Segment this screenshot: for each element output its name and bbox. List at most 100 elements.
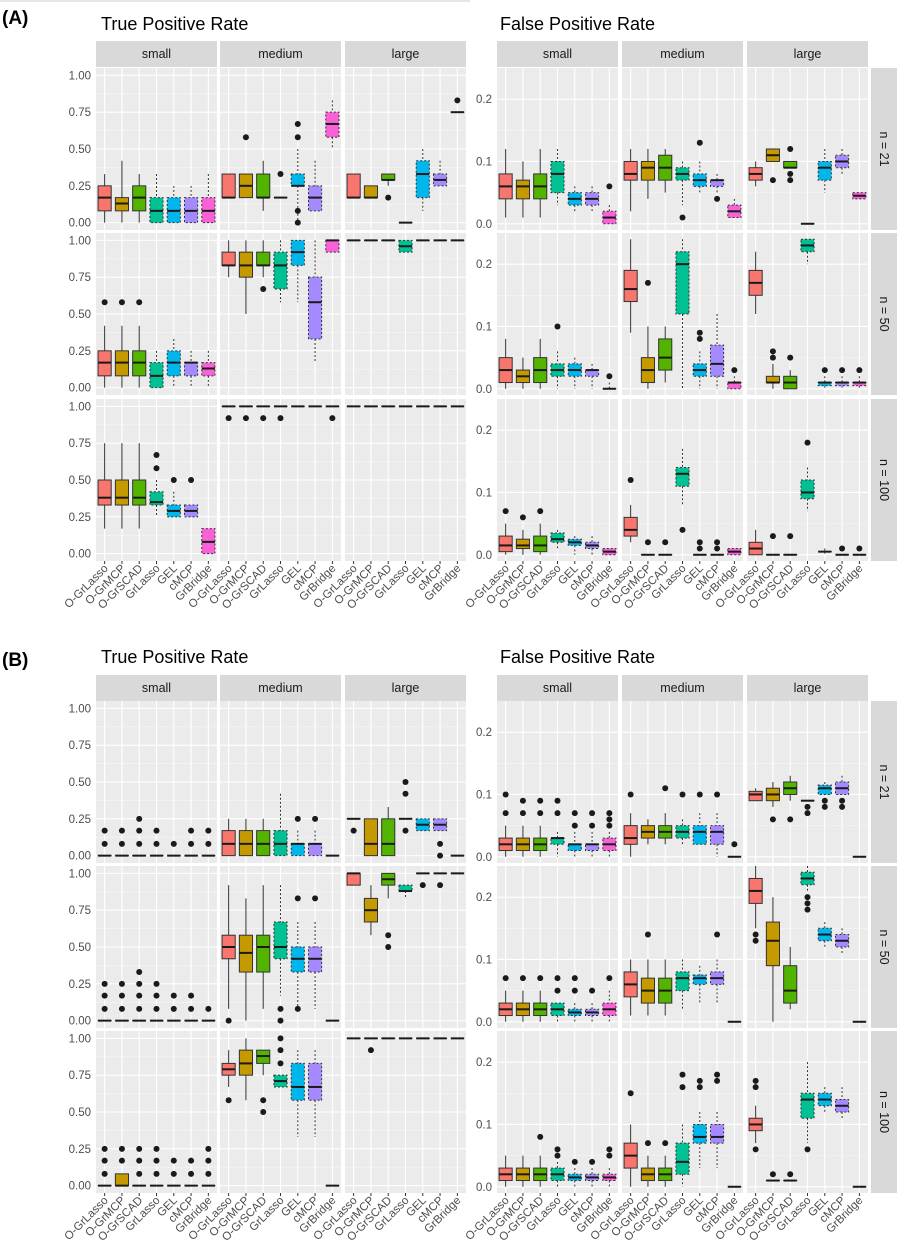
- box-body: [783, 965, 798, 1004]
- y-tick-label: 0.75: [69, 740, 91, 752]
- outlier-point: [205, 1005, 212, 1012]
- outlier-point: [787, 354, 794, 361]
- panel-large-2: [747, 1031, 868, 1193]
- box-GrLasso: [675, 448, 690, 533]
- row-strip-label: n = 50: [877, 296, 891, 331]
- box-O-GrSCAD: [256, 818, 271, 857]
- y-tick-label: 0.0: [476, 1182, 492, 1194]
- box-GrBridge: [201, 827, 216, 857]
- box-GEL: [567, 536, 582, 555]
- box-GEL: [415, 872, 430, 889]
- outlier-point: [769, 348, 776, 355]
- box-GEL: [692, 139, 707, 193]
- outlier-point: [714, 539, 721, 546]
- box-body: [585, 843, 600, 852]
- outlier-point: [188, 477, 195, 483]
- outlier-point: [606, 183, 613, 190]
- y-tick-label: 0.2: [476, 94, 492, 106]
- box-cMCP: [585, 810, 600, 857]
- box-body: [498, 535, 513, 553]
- outlier-point: [294, 895, 301, 902]
- outlier-point: [294, 120, 301, 127]
- outlier-point: [589, 1158, 596, 1165]
- y-tick-label: 0.0: [476, 852, 492, 864]
- box-body: [852, 382, 867, 387]
- outlier-point: [437, 840, 444, 847]
- box-body: [515, 179, 530, 200]
- box-O-GrSCAD: [256, 160, 271, 211]
- box-O-GrMCP: [515, 514, 530, 555]
- outlier-point: [437, 882, 444, 889]
- box-O-GrLasso: [97, 174, 112, 223]
- box-body: [658, 338, 673, 371]
- outlier-point: [277, 1060, 284, 1067]
- box-O-GrMCP: [363, 818, 378, 857]
- outlier-point: [606, 1152, 613, 1159]
- outlier-point: [205, 827, 212, 834]
- box-cMCP: [835, 775, 850, 810]
- y-tick-label: 0.50: [69, 475, 91, 487]
- outlier-point: [225, 1097, 232, 1104]
- outlier-point: [136, 1005, 143, 1012]
- box-GrLasso: [398, 239, 413, 253]
- strip-label-large: large: [794, 47, 822, 61]
- box-GrLasso: [149, 1145, 164, 1187]
- box-body: [748, 790, 763, 802]
- outlier-point: [153, 992, 160, 999]
- chart-0: small medium large 0.00 0.25 0.50 0.75 1.00 0.00…: [63, 41, 466, 612]
- outlier-point: [188, 827, 195, 834]
- outlier-point: [821, 803, 828, 810]
- outlier-point: [101, 980, 108, 987]
- outlier-point: [571, 822, 578, 829]
- box-GrBridge: [602, 975, 617, 1022]
- box-O-GrLasso: [221, 818, 236, 857]
- outlier-point: [696, 545, 703, 552]
- box-O-GrSCAD: [658, 539, 673, 556]
- y-tick-label: 0.0: [476, 1017, 492, 1029]
- outlier-point: [153, 1170, 160, 1177]
- outlier-point: [571, 987, 578, 994]
- panel-medium-0: [220, 68, 341, 230]
- box-GrLasso: [675, 1071, 690, 1187]
- box-O-GrLasso: [221, 405, 236, 422]
- y-tick-label: 0.2: [476, 892, 492, 904]
- box-GEL: [290, 1050, 305, 1138]
- outlier-point: [170, 992, 177, 999]
- panel-small-0: [497, 701, 618, 863]
- box-GrBridge: [602, 373, 617, 390]
- y-tick-label: 0.00: [69, 1016, 91, 1028]
- figure-label-b: (B): [2, 650, 28, 671]
- box-body: [692, 1123, 707, 1144]
- row-strip-label: n = 21: [877, 131, 891, 166]
- y-tick-label: 1.00: [69, 868, 91, 880]
- box-O-GrMCP: [114, 299, 129, 388]
- box-body: [567, 843, 582, 852]
- outlier-point: [118, 980, 125, 987]
- box-GEL: [817, 1087, 832, 1112]
- y-tick-label: 0.75: [69, 438, 91, 450]
- box-O-GrSCAD: [381, 173, 396, 201]
- box-GrLasso: [149, 827, 164, 857]
- panel-medium-0: [220, 701, 341, 863]
- box-GEL: [692, 539, 707, 556]
- outlier-point: [769, 1171, 776, 1178]
- box-O-GrMCP: [363, 185, 378, 199]
- box-O-GrMCP: [515, 161, 530, 218]
- outlier-point: [402, 827, 409, 834]
- box-cMCP: [710, 314, 725, 389]
- box-GrLasso: [550, 323, 565, 389]
- outlier-point: [188, 840, 195, 847]
- box-O-GrLasso: [498, 508, 513, 555]
- box-O-GrMCP: [765, 533, 780, 556]
- box-GEL: [692, 329, 707, 389]
- outlier-point: [170, 1170, 177, 1177]
- box-GEL: [817, 548, 832, 555]
- y-tick-label: 0.50: [69, 777, 91, 789]
- box-body: [550, 160, 565, 194]
- box-O-GrLasso: [221, 240, 236, 278]
- y-tick-label: 1.00: [69, 401, 91, 413]
- box-GrLasso: [550, 149, 565, 206]
- outlier-point: [260, 415, 267, 422]
- panel-title-a-tpr: True Positive Rate: [101, 14, 248, 34]
- panel-large-0: [345, 701, 466, 863]
